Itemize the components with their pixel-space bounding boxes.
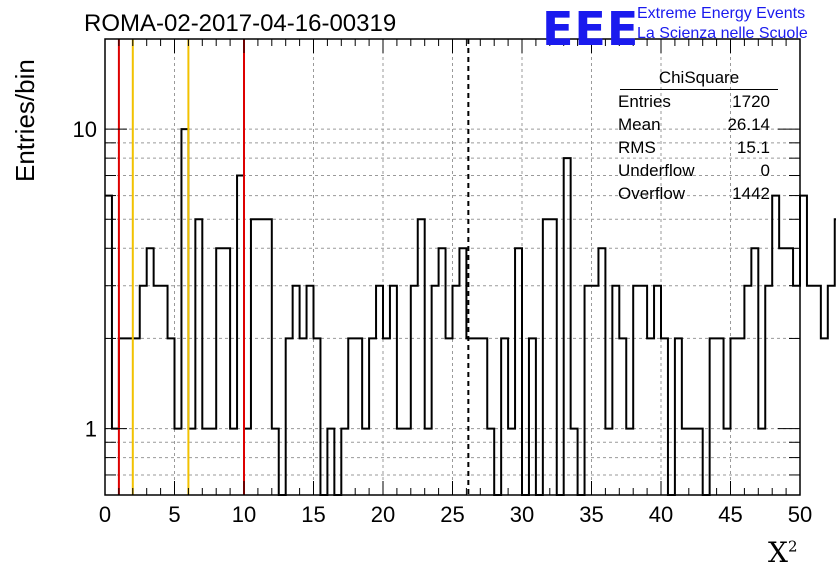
stats-value: 1442 (732, 184, 770, 203)
histogram-layer (105, 128, 836, 496)
x-axis-label-base: X (768, 536, 788, 569)
eee-logo: EEE (542, 2, 640, 56)
x-axis-label-superscript: 2 (787, 537, 798, 556)
chart-title: ROMA-02-2017-04-16-00319 (84, 10, 397, 37)
x-tick-label: 30 (510, 502, 534, 527)
stats-label: Entries (618, 92, 671, 111)
stats-row-mean: Mean 26.14 (612, 113, 778, 136)
stats-row-underflow: Underflow 0 (612, 159, 778, 182)
y-axis-label: Entries/bin (10, 59, 40, 182)
stats-label: Overflow (618, 184, 686, 203)
stats-value: 15.1 (736, 138, 770, 157)
axes-frame (104, 38, 801, 496)
stats-value: 1720 (732, 92, 770, 111)
x-tick-label: 25 (440, 502, 464, 527)
x-axis-label: X2 (768, 536, 797, 569)
x-tick-label: 35 (579, 502, 603, 527)
stats-label: Underflow (618, 161, 695, 180)
stats-label: RMS (618, 138, 656, 157)
x-tick-label: 45 (718, 502, 742, 527)
y-tick-label: 10 (73, 117, 97, 142)
stats-box: ChiSquare Entries 1720 Mean 26.14 RMS 15.1 … (612, 68, 778, 205)
histogram-outline (105, 128, 836, 496)
marker-lines-layer (117, 39, 470, 495)
tick-labels-layer: 0 5 10 15 20 25 30 35 40 45 50 1 10 (73, 117, 813, 527)
x-tick-label: 15 (301, 502, 325, 527)
logo-line-2: La Scienza nelle Scuole (637, 25, 808, 42)
x-tick-label: 5 (168, 502, 180, 527)
y-tick-label: 1 (85, 417, 97, 442)
stats-value: 26.14 (727, 115, 770, 134)
x-tick-label: 0 (99, 502, 111, 527)
x-tick-label: 10 (232, 502, 256, 527)
stats-row-overflow: Overflow 1442 (612, 182, 778, 205)
logo-line-1: Extreme Energy Events (637, 5, 806, 22)
plot-frame (104, 38, 801, 496)
x-tick-label: 50 (788, 502, 812, 527)
x-tick-label: 20 (371, 502, 395, 527)
stats-value: 0 (760, 161, 770, 180)
stats-row-rms: RMS 15.1 (612, 136, 778, 159)
stats-title: ChiSquare (620, 68, 778, 90)
stats-label: Mean (618, 115, 661, 134)
stats-row-entries: Entries 1720 (612, 90, 778, 113)
x-tick-label: 40 (649, 502, 673, 527)
